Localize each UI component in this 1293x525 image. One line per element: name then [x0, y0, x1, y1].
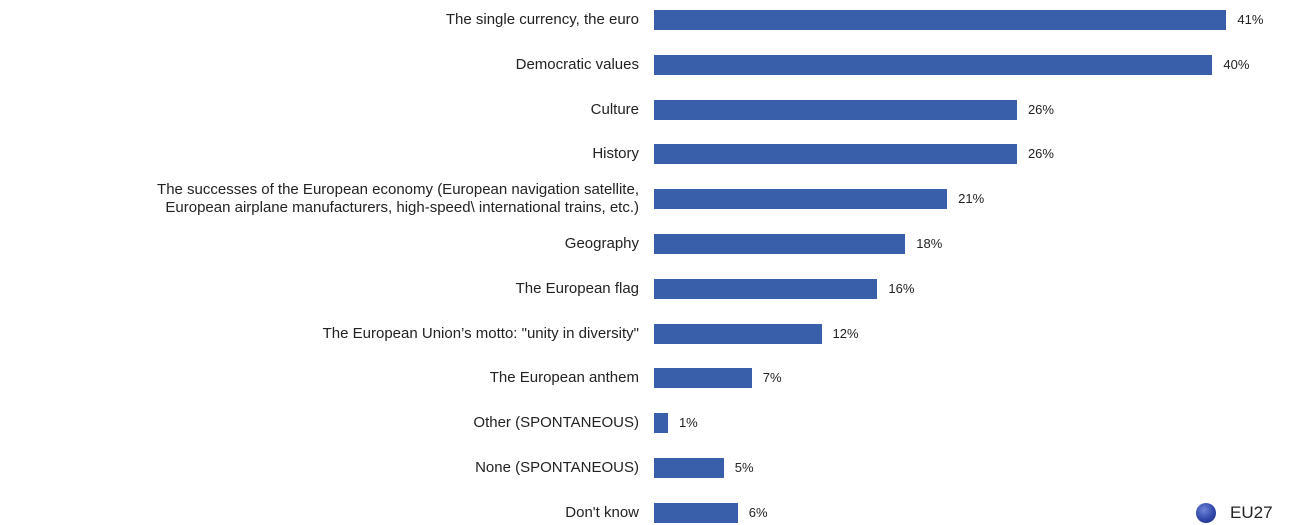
category-label: The European flag [515, 279, 639, 297]
value-label: 6% [748, 504, 768, 520]
value-label: 26% [1027, 146, 1054, 162]
bar [654, 10, 1227, 30]
category-label: History [592, 145, 639, 163]
bar [654, 144, 1017, 165]
category-label: None (SPONTANEOUS) [475, 459, 639, 476]
legend-label: EU27 [1230, 503, 1273, 522]
value-label: 5% [734, 460, 754, 475]
bar [654, 278, 878, 299]
value-label: 7% [762, 370, 782, 386]
value-label: 12% [832, 325, 859, 341]
category-label: The European anthem [489, 369, 639, 387]
value-label: 41% [1237, 12, 1264, 27]
bar [654, 413, 668, 434]
eu27-legend-icon [1196, 503, 1216, 523]
category-label: The single currency, the euro [445, 11, 639, 28]
category-label: The successes of the European economy (E… [157, 181, 639, 217]
bar [654, 502, 738, 523]
bar [654, 189, 948, 210]
legend: EU27 [1196, 502, 1273, 524]
bar [654, 54, 1213, 75]
value-label: 18% [916, 236, 943, 251]
value-label: 1% [678, 415, 698, 431]
bar [654, 234, 906, 254]
value-label: 16% [888, 280, 915, 296]
value-label: 26% [1027, 101, 1054, 117]
category-label: Democratic values [515, 55, 639, 73]
bar [654, 458, 724, 478]
category-label: Don't know [565, 503, 639, 521]
value-label: 40% [1223, 56, 1250, 72]
category-label: Geography [564, 235, 639, 252]
value-label: 21% [958, 191, 985, 207]
bar [654, 323, 822, 344]
bar [654, 368, 752, 389]
category-label: Other (SPONTANEOUS) [473, 414, 639, 432]
bar [654, 99, 1017, 120]
category-label: Culture [590, 100, 639, 118]
category-label: The European Union’s motto: "unity in di… [322, 324, 639, 342]
